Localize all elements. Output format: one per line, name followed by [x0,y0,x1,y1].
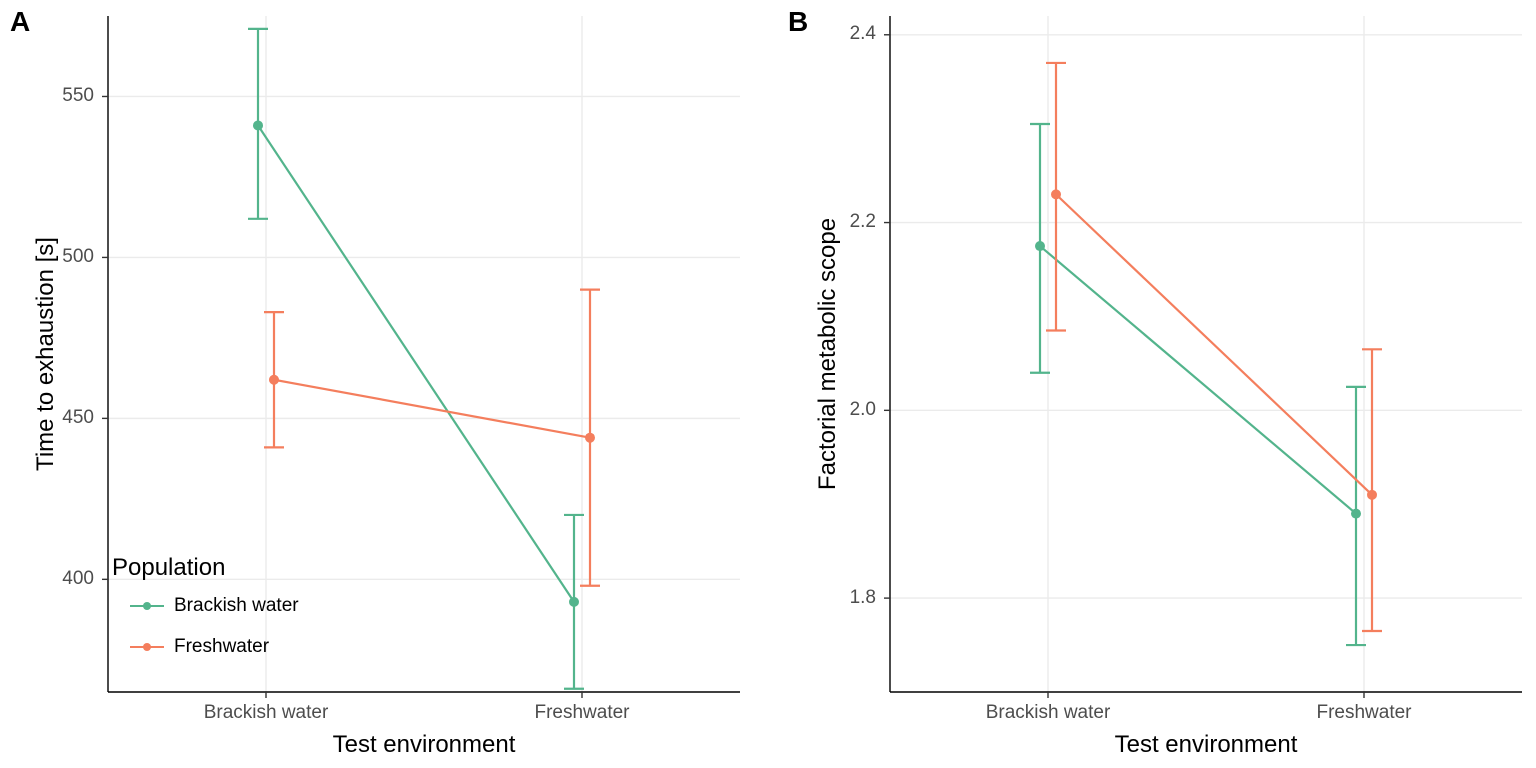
y-axis-title: Factorial metabolic scope [814,174,842,534]
y-tick-label: 1.8 [816,587,876,609]
y-axis-title: Time to exhaustion [s] [32,174,60,534]
x-axis-title: Test environment [274,731,574,759]
x-tick-label: Freshwater [482,702,682,724]
y-tick-label: 2.4 [816,23,876,45]
legend-swatch-dot [143,602,151,610]
figure-container: 400450500550Brackish waterFreshwaterTime… [0,0,1536,768]
x-axis-title: Test environment [1056,731,1356,759]
x-tick-label: Freshwater [1264,702,1464,724]
panel-label-B: B [788,6,808,38]
legend-item-freshwater: Freshwater [130,636,269,658]
legend-item-brackish: Brackish water [130,595,299,617]
legend-label: Brackish water [174,595,299,617]
legend-swatch-line [130,646,164,648]
legend-swatch-dot [143,643,151,651]
legend-title: Population [112,554,225,582]
y-tick-label: 550 [34,85,94,107]
legend-swatch-line [130,605,164,607]
y-tick-label: 400 [34,568,94,590]
legend-label: Freshwater [174,636,269,658]
panel-label-A: A [10,6,30,38]
x-tick-label: Brackish water [948,702,1148,724]
x-tick-label: Brackish water [166,702,366,724]
